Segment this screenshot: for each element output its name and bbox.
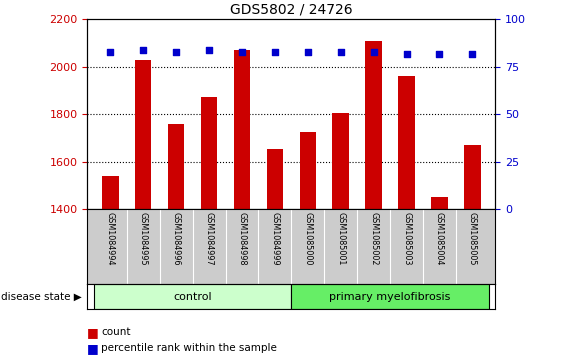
- Text: disease state ▶: disease state ▶: [1, 292, 82, 302]
- Text: ■: ■: [87, 326, 99, 339]
- Bar: [464, 145, 481, 209]
- Text: GSM1085002: GSM1085002: [369, 212, 378, 265]
- Text: GSM1085000: GSM1085000: [303, 212, 312, 265]
- Point: [336, 49, 345, 54]
- Text: GSM1084995: GSM1084995: [138, 212, 148, 265]
- Bar: [135, 60, 151, 209]
- Text: GSM1085004: GSM1085004: [435, 212, 444, 265]
- Point: [106, 49, 115, 54]
- Text: count: count: [101, 327, 131, 337]
- Bar: [292, 284, 489, 309]
- Text: GSM1085005: GSM1085005: [468, 212, 477, 265]
- Bar: [365, 41, 382, 209]
- Point: [270, 49, 279, 54]
- Text: GSM1084999: GSM1084999: [270, 212, 279, 265]
- Bar: [102, 176, 119, 209]
- Point: [204, 47, 213, 53]
- Bar: [431, 197, 448, 209]
- Text: GSM1084994: GSM1084994: [106, 212, 115, 265]
- Point: [303, 49, 312, 54]
- Bar: [201, 97, 217, 209]
- Bar: [94, 284, 292, 309]
- Text: control: control: [173, 292, 212, 302]
- Bar: [333, 113, 349, 209]
- Point: [138, 47, 148, 53]
- Point: [468, 51, 477, 57]
- Text: percentile rank within the sample: percentile rank within the sample: [101, 343, 277, 354]
- Point: [369, 49, 378, 54]
- Bar: [234, 50, 250, 209]
- Point: [435, 51, 444, 57]
- Bar: [300, 132, 316, 209]
- Text: ■: ■: [87, 342, 99, 355]
- Text: GSM1084997: GSM1084997: [204, 212, 213, 265]
- Point: [402, 51, 411, 57]
- Bar: [168, 124, 184, 209]
- Point: [172, 49, 181, 54]
- Text: GSM1085001: GSM1085001: [336, 212, 345, 265]
- Point: [238, 49, 247, 54]
- Bar: [267, 149, 283, 209]
- Title: GDS5802 / 24726: GDS5802 / 24726: [230, 3, 352, 17]
- Bar: [399, 76, 415, 209]
- Text: GSM1084998: GSM1084998: [238, 212, 247, 265]
- Text: GSM1084996: GSM1084996: [172, 212, 181, 265]
- Text: GSM1085003: GSM1085003: [402, 212, 411, 265]
- Text: primary myelofibrosis: primary myelofibrosis: [329, 292, 451, 302]
